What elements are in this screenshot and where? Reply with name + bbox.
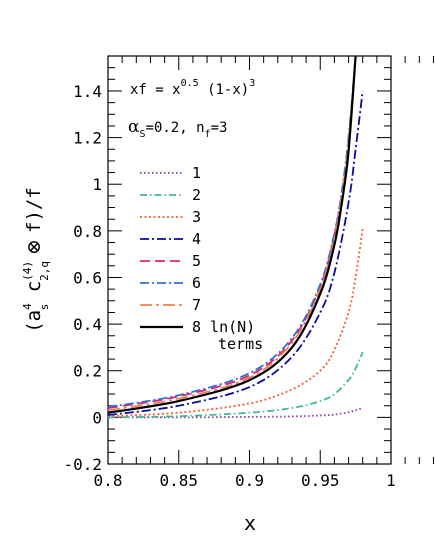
legend-extra-label: terms bbox=[218, 335, 263, 353]
ylabel-tail: f)/f bbox=[23, 187, 45, 233]
legend-label-3: 3 bbox=[192, 208, 201, 226]
x-tick-label: 0.85 bbox=[159, 471, 198, 490]
y-tick-label: 1.4 bbox=[73, 82, 102, 101]
y-tick-label: 0.6 bbox=[73, 268, 102, 287]
legend-label-6: 6 bbox=[192, 274, 201, 292]
formula-exponent-2: 3 bbox=[249, 78, 255, 89]
legend-label-4: 4 bbox=[192, 230, 201, 248]
x-axis-label: x bbox=[244, 511, 256, 535]
legend-layer: 1 2 3 4 5 6 7 8 ln(N)terms bbox=[140, 164, 263, 353]
nf-subscript: f bbox=[205, 129, 211, 140]
y-tick-label: 1 bbox=[92, 175, 102, 194]
ylabel-c-sup: (4) bbox=[21, 261, 34, 281]
ticks-layer: 0.8 0.85 0.9 0.95 1 -0.2 0 0.2 0.4 0.6 0.8 1 1.2 1.4 bbox=[63, 55, 434, 490]
series-line-4 bbox=[108, 90, 364, 416]
formula-exponent: 0.5 bbox=[181, 78, 199, 89]
ylabel-c: c bbox=[23, 281, 45, 304]
ylabel-a-sup: 4 bbox=[21, 303, 34, 310]
ylabel-open: (a bbox=[23, 310, 45, 333]
legend-label-7: 7 bbox=[192, 296, 201, 314]
y-tick-label: 0 bbox=[92, 408, 102, 427]
x-tick-label: 1 bbox=[386, 471, 396, 490]
series-line-2 bbox=[108, 351, 364, 419]
y-tick-label: -0.2 bbox=[63, 455, 102, 474]
formula-prefix: xf = x bbox=[130, 82, 181, 98]
y-tick-label: 1.2 bbox=[73, 129, 102, 148]
y-tick-label: 0.2 bbox=[73, 362, 102, 381]
nf-rest: =3 bbox=[211, 120, 228, 136]
formula-annotation: xf = x0.5 (1-x)3 bbox=[130, 78, 255, 98]
ylabel-c-sub: 2,q bbox=[38, 261, 51, 281]
alpha-rest: =0.2, n bbox=[146, 120, 205, 136]
series-layer bbox=[108, 56, 364, 419]
legend-label-5: 5 bbox=[192, 252, 201, 270]
series-line-8 bbox=[108, 56, 357, 414]
y-tick-label: 0.8 bbox=[73, 222, 102, 241]
alpha-symbol: α bbox=[128, 117, 140, 137]
y-tick-label: 0.4 bbox=[73, 315, 102, 334]
y-axis-label: (a4 s c(4) 2,q ⊗ f)/f bbox=[21, 187, 51, 333]
legend-label-8: 8 ln(N) bbox=[192, 318, 255, 336]
alpha-annotation: αS=0.2, nf=3 bbox=[128, 117, 227, 140]
alpha-subscript: S bbox=[139, 129, 145, 140]
formula-mid: (1-x) bbox=[199, 82, 250, 98]
ylabel-otimes: ⊗ bbox=[23, 233, 45, 261]
legend-label-2: 2 bbox=[192, 186, 201, 204]
x-tick-label: 0.9 bbox=[235, 471, 264, 490]
y-axis-label-text: (a4 s c(4) 2,q ⊗ f)/f bbox=[21, 187, 51, 333]
x-tick-label: 0.8 bbox=[94, 471, 123, 490]
ylabel-a-sub: s bbox=[38, 304, 51, 311]
x-tick-label: 0.95 bbox=[301, 471, 340, 490]
legend-label-1: 1 bbox=[192, 164, 201, 182]
series-line-3 bbox=[108, 228, 364, 418]
series-line-1 bbox=[108, 407, 363, 419]
